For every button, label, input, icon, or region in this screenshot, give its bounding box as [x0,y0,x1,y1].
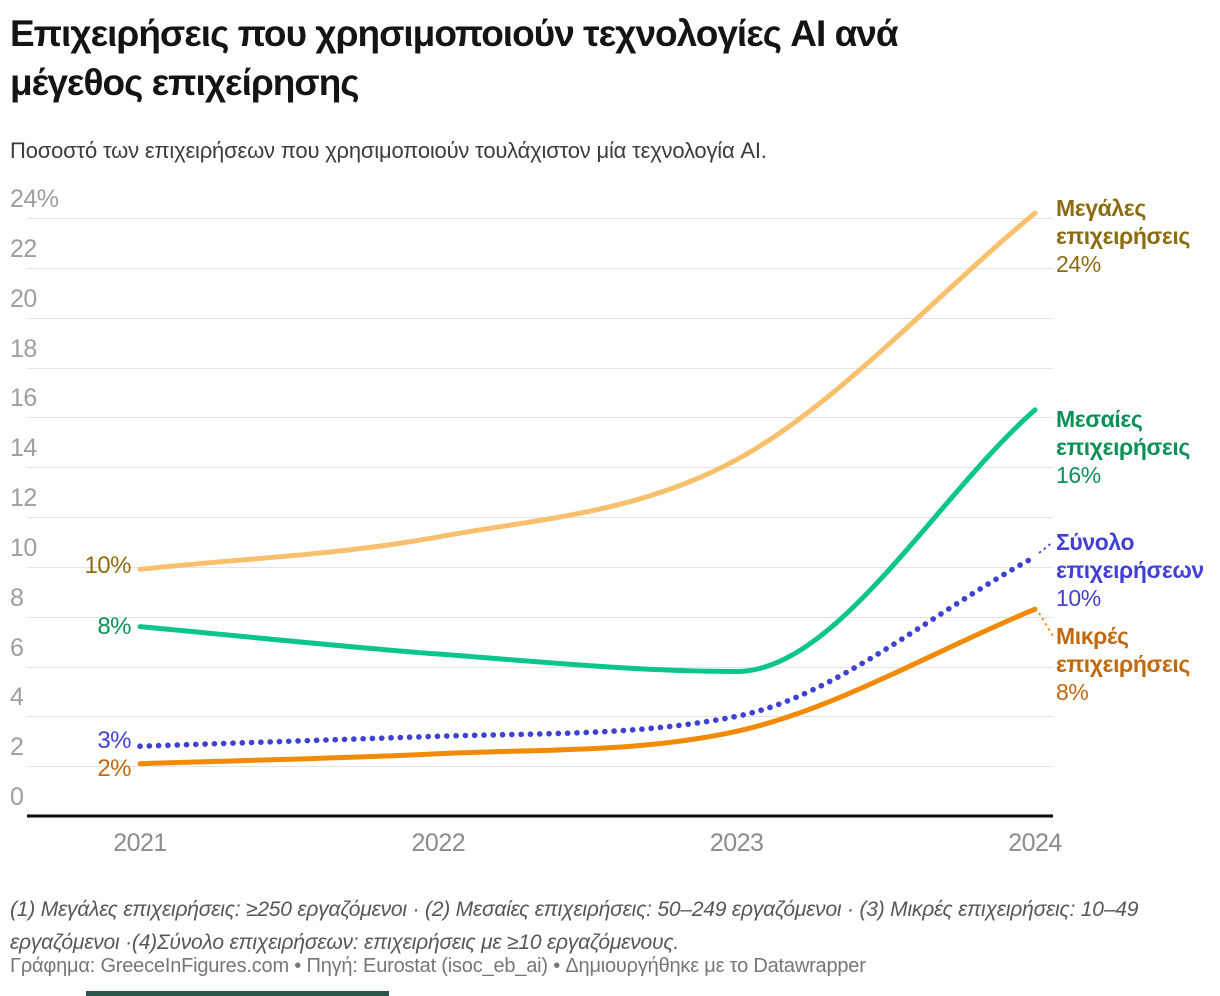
y-axis-label: 8 [10,584,24,612]
x-axis-label: 2021 [113,829,167,857]
series-name-small: Μικρές επιχειρήσεις [1056,623,1190,677]
start-value-label-small: 2% [97,755,131,782]
x-axis-label: 2023 [709,829,764,857]
y-axis-label: 10 [10,534,37,562]
series-line-large [137,210,1038,572]
series-line-small [137,606,1038,767]
series-value-large: 24% [1056,251,1101,277]
series-label-medium: Μεσαίες επιχειρήσεις 16% [1056,405,1220,489]
y-axis-label: 22 [10,235,37,263]
y-axis-label: 18 [10,335,37,363]
label-leader-total [1038,541,1054,554]
series-line-total [137,554,1038,750]
y-axis-label: 6 [10,634,24,662]
series-label-total: Σύνολο επιχειρήσεων 10% [1056,528,1220,612]
series-line-medium [137,407,1038,674]
chart-subtitle: Ποσοστό των επιχειρήσεων που χρησιμοποιο… [10,138,767,163]
chart-title-line2: μέγεθος επιχείρησης [10,61,360,103]
y-axis-label: 20 [10,285,37,313]
series-name-large: Μεγάλες επιχειρήσεις [1056,195,1190,249]
x-axis-label: 2024 [1008,829,1062,857]
series-name-medium: Μεσαίες επιχειρήσεις [1056,406,1190,460]
start-value-label-total: 3% [97,727,131,754]
y-axis-label: 16 [10,384,37,412]
series-value-medium: 16% [1056,462,1101,488]
y-axis-label: 24% [10,185,59,213]
chart-title-line1: Επιχειρήσεις που χρησιμοποιούν τεχνολογί… [10,13,899,54]
series-name-total: Σύνολο επιχειρήσεων [1056,529,1204,583]
series-value-total: 10% [1056,585,1101,611]
y-axis-label: 12 [10,484,37,512]
series-label-small: Μικρές επιχειρήσεις 8% [1056,622,1220,706]
series-value-small: 8% [1056,679,1089,705]
y-axis-label: 4 [10,683,24,711]
label-leader-small [1038,612,1054,637]
bottom-banner-fragment [86,991,389,996]
y-axis-label: 0 [10,783,24,811]
start-value-label-medium: 8% [97,613,131,640]
x-axis-label: 2022 [411,829,466,857]
chart-title: Επιχειρήσεις που χρησιμοποιούν τεχνολογί… [10,10,1200,108]
series-label-large: Μεγάλες επιχειρήσεις 24% [1056,194,1220,278]
chart-notes: (1) Μεγάλες επιχειρήσεις: ≥250 εργαζόμεν… [10,898,1139,954]
chart-credit: Γράφημα: GreeceInFigures.com • Πηγή: Eur… [10,955,866,977]
y-axis-label: 2 [10,733,24,761]
y-axis-label: 14 [10,434,37,462]
start-value-label-large: 10% [84,552,131,579]
